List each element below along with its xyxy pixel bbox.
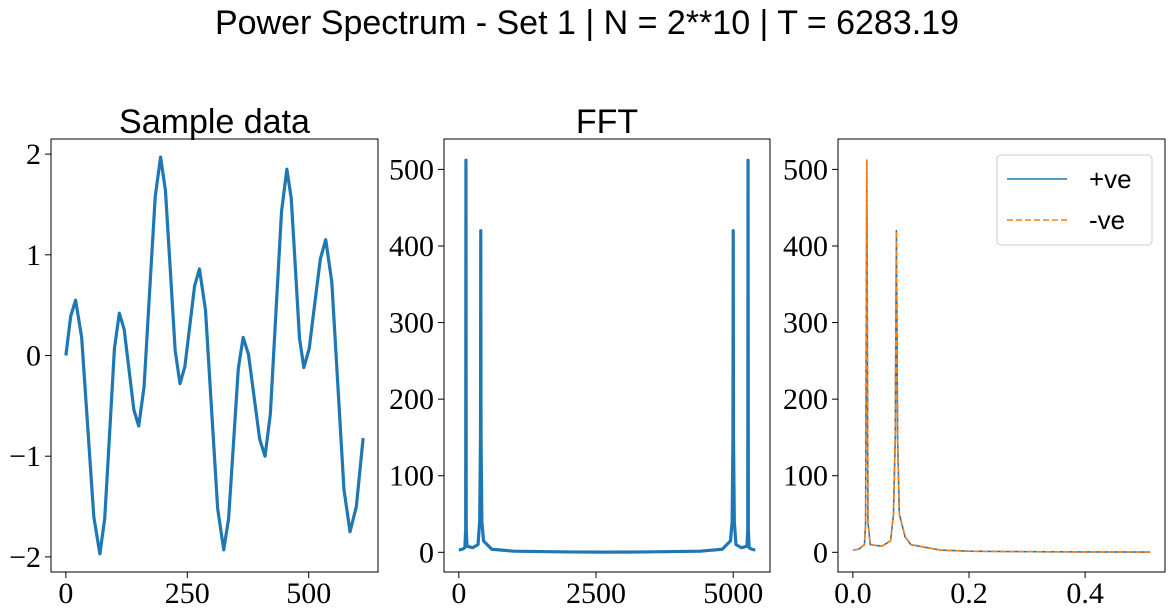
data-line [64, 155, 365, 556]
data-line [458, 158, 756, 554]
y-tick-label: 0 [419, 536, 434, 569]
x-tick-label: 0 [58, 577, 73, 610]
legend-box [996, 154, 1153, 246]
axes-frame [837, 138, 1166, 573]
y-tick-label: 0 [26, 340, 41, 373]
y-tick-label: −1 [9, 440, 41, 473]
axes-title: Sample data [119, 103, 310, 141]
axes-title: FFT [576, 103, 638, 141]
legend-label: +ve [1089, 164, 1132, 194]
y-tick-label: 200 [389, 383, 434, 416]
axes-frame [50, 138, 379, 573]
y-tick-label: 100 [783, 460, 828, 493]
y-tick-label: 0 [813, 536, 828, 569]
y-tick-label: 100 [389, 460, 434, 493]
y-tick-label: 500 [783, 153, 828, 186]
y-tick-label: 1 [26, 239, 41, 272]
x-tick-label: 0.2 [950, 577, 988, 610]
y-tick-label: −2 [9, 541, 41, 574]
x-tick-label: 0.0 [834, 577, 872, 610]
x-tick-label: 5000 [703, 577, 763, 610]
y-tick-label: 2 [26, 138, 41, 171]
x-tick-label: 0.4 [1066, 577, 1104, 610]
x-tick-label: 2500 [566, 577, 626, 610]
data-line [852, 159, 1151, 553]
y-tick-label: 400 [783, 230, 828, 263]
y-tick-label: 200 [783, 383, 828, 416]
x-tick-label: 500 [286, 577, 331, 610]
x-tick-label: 0 [451, 577, 466, 610]
y-tick-label: 500 [389, 153, 434, 186]
legend-label: -ve [1089, 205, 1125, 235]
x-tick-label: 250 [165, 577, 210, 610]
y-tick-label: 300 [783, 307, 828, 340]
axes-frame [443, 138, 771, 573]
y-tick-label: 400 [389, 230, 434, 263]
figure-title: Power Spectrum - Set 1 | N = 2**10 | T =… [215, 4, 959, 42]
y-tick-label: 300 [389, 307, 434, 340]
